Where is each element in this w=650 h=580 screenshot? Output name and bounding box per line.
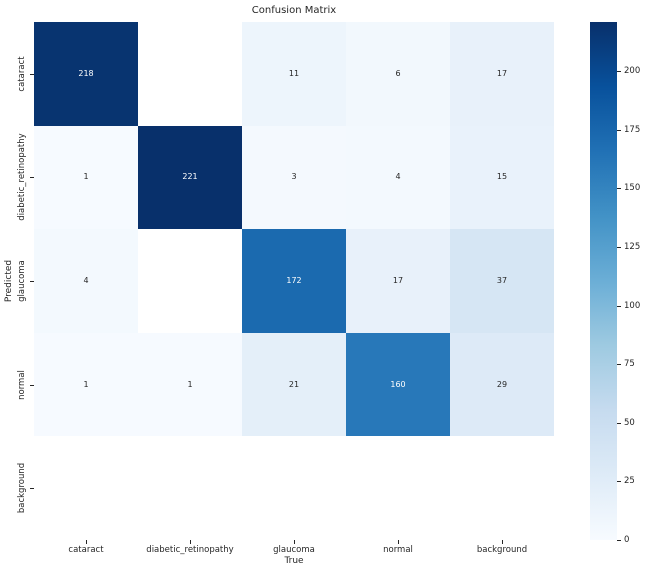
colorbar-tick-mark bbox=[617, 481, 621, 483]
colorbar-tick-mark bbox=[617, 364, 621, 366]
colorbar-tick-label: 125 bbox=[624, 242, 641, 252]
y-tick-mark bbox=[30, 73, 34, 75]
heatmap-cell bbox=[138, 22, 242, 126]
colorbar-tick-mark bbox=[617, 247, 621, 248]
x-tick-mark bbox=[398, 540, 399, 544]
heatmap-grid: 218 11 6 17 1 221 3 4 15 4 172 17 37 1 1 21 160 29 bbox=[34, 22, 554, 540]
colorbar-tick-label: 50 bbox=[624, 417, 635, 428]
heatmap-cell bbox=[242, 436, 346, 540]
heatmap-cell: 4 bbox=[34, 229, 138, 333]
heatmap-cell: 1 bbox=[138, 332, 242, 437]
y-tick-mark bbox=[30, 488, 34, 490]
heatmap-cell: 15 bbox=[450, 125, 554, 230]
x-tick-label: cataract bbox=[68, 545, 104, 555]
colorbar-tick-label: 175 bbox=[624, 124, 641, 135]
x-tick-label: diabetic_retinopathy bbox=[146, 545, 234, 555]
heatmap-cell: 6 bbox=[346, 22, 450, 126]
heatmap-cell: 29 bbox=[450, 332, 554, 437]
heatmap-cell: 172 bbox=[242, 229, 346, 333]
heatmap-cell: 160 bbox=[346, 332, 450, 437]
colorbar-tick-label: 150 bbox=[624, 183, 641, 194]
heatmap-cell: 17 bbox=[346, 229, 450, 333]
y-axis-label: Predicted bbox=[4, 259, 14, 303]
colorbar-tick-mark bbox=[617, 422, 621, 424]
colorbar-tick-label: 75 bbox=[624, 359, 635, 370]
heatmap-cell: 4 bbox=[346, 125, 450, 230]
heatmap-cell: 21 bbox=[242, 332, 346, 437]
x-tick-mark bbox=[502, 540, 503, 544]
y-tick-label: normal bbox=[17, 369, 27, 400]
colorbar-tick-mark bbox=[617, 71, 621, 73]
chart-title: Confusion Matrix bbox=[251, 5, 337, 16]
heatmap-cell: 17 bbox=[450, 22, 554, 126]
y-tick-mark bbox=[30, 281, 34, 282]
colorbar-tick-label: 0 bbox=[624, 535, 630, 545]
heatmap-cell: 221 bbox=[138, 125, 242, 230]
heatmap-cell bbox=[138, 436, 242, 540]
x-tick-label: background bbox=[476, 545, 528, 555]
heatmap-cell bbox=[450, 436, 554, 540]
colorbar-tick-label: 100 bbox=[624, 300, 641, 311]
y-tick-label: background bbox=[17, 463, 27, 514]
heatmap-cell: 37 bbox=[450, 229, 554, 333]
y-tick-label: diabetic_retinopathy bbox=[17, 133, 27, 222]
x-tick-mark bbox=[294, 540, 295, 544]
heatmap-cell bbox=[346, 436, 450, 540]
x-tick-mark bbox=[190, 540, 191, 544]
y-tick-label: glaucoma bbox=[17, 260, 27, 302]
colorbar-tick-label: 25 bbox=[624, 476, 635, 487]
colorbar-tick-mark bbox=[617, 129, 621, 131]
colorbar-tick-mark bbox=[617, 305, 621, 307]
heatmap-cell bbox=[34, 436, 138, 540]
y-tick-label: cataract bbox=[17, 56, 27, 92]
colorbar-gradient bbox=[590, 22, 617, 540]
colorbar-tick-mark bbox=[617, 540, 621, 541]
heatmap-cell: 218 bbox=[34, 22, 138, 126]
x-tick-mark bbox=[86, 540, 87, 544]
x-tick-label: glaucoma bbox=[273, 545, 315, 555]
x-tick-label: normal bbox=[383, 545, 413, 555]
heatmap-cell: 1 bbox=[34, 332, 138, 437]
x-axis-label: True bbox=[284, 556, 304, 566]
y-tick-mark bbox=[30, 177, 34, 179]
y-tick-mark bbox=[30, 384, 34, 386]
heatmap-cell: 1 bbox=[34, 125, 138, 230]
heatmap-cell bbox=[138, 229, 242, 333]
colorbar-tick-label: 200 bbox=[624, 66, 641, 77]
heatmap-cell: 3 bbox=[242, 125, 346, 230]
heatmap-cell: 11 bbox=[242, 22, 346, 126]
colorbar-tick-mark bbox=[617, 188, 621, 190]
